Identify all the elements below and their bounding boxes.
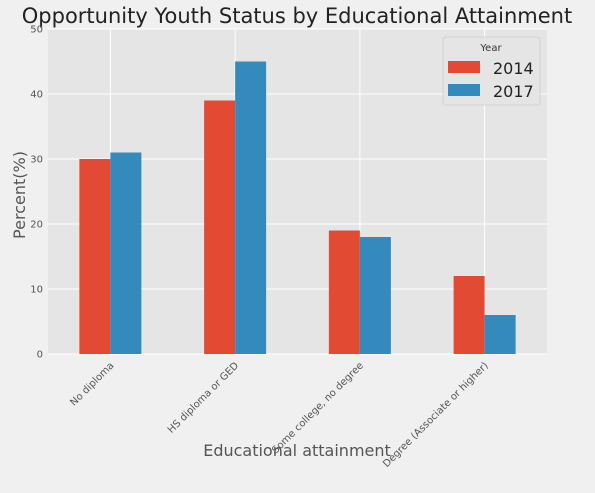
legend-label-2017: 2017 xyxy=(493,82,534,101)
x-tick-label: Degree (Associate or higher) xyxy=(381,360,491,470)
y-axis-label: Percent(%) xyxy=(10,151,29,239)
x-tick-label: No diploma xyxy=(68,360,116,408)
legend: Year 2014 2017 xyxy=(442,36,541,106)
y-axis-ticks: 0 10 20 30 40 50 xyxy=(30,25,43,361)
y-tick-label: 40 xyxy=(30,90,43,101)
y-tick-label: 50 xyxy=(30,25,43,36)
y-tick-label: 10 xyxy=(30,285,43,296)
legend-title: Year xyxy=(479,43,502,54)
y-tick-label: 20 xyxy=(30,220,43,231)
legend-label-2014: 2014 xyxy=(493,59,534,78)
bar-2014 xyxy=(204,100,236,354)
bar-2017 xyxy=(110,152,142,354)
bar-2014 xyxy=(453,276,485,354)
y-tick-label: 0 xyxy=(37,350,43,361)
legend-swatch-2014 xyxy=(448,61,480,73)
bar-2017 xyxy=(359,237,391,354)
bars xyxy=(79,61,516,354)
legend-swatch-2017 xyxy=(448,84,480,96)
y-tick-label: 30 xyxy=(30,155,43,166)
x-axis-label: Educational attainment xyxy=(203,441,391,460)
bar-2014 xyxy=(328,230,360,354)
bar-2017 xyxy=(484,315,516,354)
bar-2014 xyxy=(79,159,111,354)
x-tick-label: HS diploma or GED xyxy=(166,360,242,436)
bar-2017 xyxy=(235,61,267,354)
chart-title: Opportunity Youth Status by Educational … xyxy=(22,4,572,28)
